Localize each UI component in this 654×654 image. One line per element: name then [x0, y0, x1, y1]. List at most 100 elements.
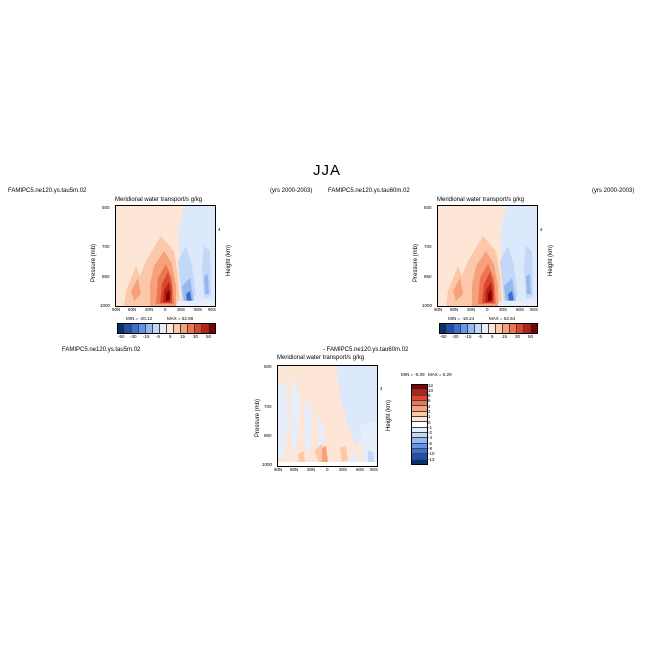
- panel-diff-y-tick-700: 700: [264, 404, 272, 409]
- panel-left-colorbar-swatch: [209, 324, 215, 333]
- panel-right-x-tick-30s: 30S: [499, 307, 508, 312]
- panel-diff-colorbar-swatch: [412, 395, 427, 401]
- panel-right-colorbar-swatch: [524, 324, 531, 333]
- panel-left-colorbar-swatch: [146, 324, 153, 333]
- panel-right-colorbar-swatch: [496, 324, 503, 333]
- panel-diff-x-tick-30s: 30S: [339, 467, 348, 472]
- panel-diff-y-tick-850: 850: [264, 433, 272, 438]
- panel-left-colorbar: [117, 323, 216, 334]
- panel-diff-colorbar-label: 0: [428, 420, 431, 425]
- panel-left-colorbar-swatch: [202, 324, 209, 333]
- panel-right-colorbar-swatch: [517, 324, 524, 333]
- panel-diff-max-label: MAX = 6.29: [428, 372, 452, 377]
- panel-left-y2-axis-label: Height (km): [226, 244, 232, 276]
- panel-right-colorbar-swatch: [510, 324, 517, 333]
- panel-left-colorbar-swatch: [125, 324, 132, 333]
- panel-left-colorbar-label: -30: [130, 334, 137, 339]
- panel-left-colorbar-swatch: [167, 324, 174, 333]
- panel-diff-y-tick-1000: 1000: [262, 462, 273, 467]
- panel-left-colorbar-swatch: [181, 324, 188, 333]
- panel-right-colorbar-swatch: [531, 324, 537, 333]
- panel-right-x-tick-60s: 60S: [516, 307, 525, 312]
- panel-right-y-tick-850: 850: [424, 274, 432, 279]
- panel-diff-colorbar-swatch: [412, 448, 427, 455]
- panel-right-x-tick-90n: 90N: [434, 307, 443, 312]
- panel-right-x-tick-30n: 30N: [467, 307, 476, 312]
- panel-diff-colorbar-label: -4: [428, 435, 433, 440]
- panel-right-colorbar-label: 15: [502, 334, 508, 339]
- panel-diff-y2-tick-4: 4: [380, 386, 383, 391]
- panel-right-colorbar-label: 5: [491, 334, 494, 339]
- panel-diff-colorbar-swatch: [412, 385, 427, 391]
- panel-diff-colorbar-swatch: [412, 416, 427, 423]
- panel-diff-colorbar-label: 2: [428, 409, 431, 414]
- panel-right-variable-label: Meridional water transport/s g/kg: [437, 197, 525, 203]
- panel-left-colorbar-swatch: [118, 324, 125, 333]
- panel-right-colorbar-swatch: [440, 324, 447, 333]
- panel-diff-colorbar-label: 10: [428, 388, 434, 393]
- panel-diff-colorbar-swatch: [412, 422, 427, 428]
- panel-left-y-tick-850: 850: [102, 274, 110, 279]
- panel-left-y2-tick-4: 4: [218, 227, 221, 232]
- panel-diff-colorbar-label: -10: [428, 451, 435, 456]
- panel-diff-contour-field: [278, 366, 377, 466]
- panel-left-y-tick-700: 700: [102, 244, 110, 249]
- panel-diff-colorbar-swatch: [412, 438, 427, 444]
- panel-right-colorbar-label: -15: [465, 334, 472, 339]
- panel-right-plot-area: [437, 205, 538, 307]
- figure-title: JJA: [312, 162, 341, 179]
- panel-right-colorbar-swatch: [454, 324, 461, 333]
- panel-diff-colorbar-swatch: [412, 443, 427, 449]
- panel-left-colorbar-label: -50: [118, 334, 125, 339]
- panel-left-y-tick-500: 500: [102, 205, 110, 210]
- panel-right-case-label: FAMIPC5.ne120.ys.tau60m.02: [328, 188, 410, 194]
- panel-diff-colorbar-label: 1: [428, 414, 431, 419]
- panel-right-colorbar-swatch: [482, 324, 489, 333]
- panel-left-colorbar-swatch: [153, 324, 160, 333]
- panel-diff-colorbar-label: 8: [428, 393, 431, 398]
- panel-left-contour-field: [116, 206, 215, 306]
- panel-right-x-tick-60n: 60N: [450, 307, 459, 312]
- panel-right-years-label: (yrs 2000-2003): [592, 188, 635, 194]
- panel-left-colorbar-label: 30: [193, 334, 199, 339]
- panel-right-colorbar-swatch: [489, 324, 496, 333]
- panel-diff-case-label: FAMIPC5.ne120.ys.tau5m.02: [62, 347, 141, 353]
- panel-diff-colorbar-swatch: [412, 454, 427, 460]
- panel-right-colorbar-swatch: [503, 324, 510, 333]
- panel-left-colorbar-label: 5: [169, 334, 172, 339]
- panel-diff-x-tick-60s: 60S: [356, 467, 365, 472]
- panel-diff-colorbar-swatch: [412, 406, 427, 412]
- panel-diff-colorbar-label: -6: [428, 441, 433, 446]
- panel-right-min-label: MIN = -19.24: [448, 316, 475, 321]
- panel-diff-colorbar-swatch: [412, 459, 427, 464]
- panel-left-min-label: MIN = -20.12: [126, 316, 153, 321]
- panel-left-colorbar-swatch: [132, 324, 139, 333]
- panel-left-max-label: MAX = 52.98: [167, 316, 194, 321]
- panel-diff-y-tick-500: 500: [264, 364, 272, 369]
- panel-diff-colorbar-label: 4: [428, 404, 431, 409]
- panel-right-colorbar-label: -5: [478, 334, 483, 339]
- panel-left-variable-label: Meridional water transport/s g/kg: [115, 197, 203, 203]
- panel-diff-colorbar-label: -8: [428, 446, 433, 451]
- panel-right-colorbar-label: 50: [528, 334, 534, 339]
- panel-left-x-tick-0: 0: [164, 307, 167, 312]
- panel-diff-colorbar-label: -1: [428, 425, 433, 430]
- panel-left-x-tick-30n: 30N: [145, 307, 154, 312]
- panel-left-case-label: FAMIPC5.ne120.ys.tau5m.02: [8, 188, 87, 194]
- panel-diff-colorbar-swatch: [412, 432, 427, 439]
- panel-diff-colorbar-swatch: [412, 390, 427, 396]
- panel-diff-plot-area: [277, 365, 378, 467]
- panel-diff-colorbar-swatch: [412, 411, 427, 417]
- panel-diff-minus-case-label: - FAMIPC5.ne120.ys.tau60m.02: [323, 347, 409, 353]
- panel-left-colorbar-label: 15: [180, 334, 186, 339]
- panel-right-y2-axis-label: Height (km): [548, 244, 554, 276]
- panel-left-years-label: (yrs 2000-2003): [270, 188, 313, 194]
- panel-left-x-tick-90n: 90N: [112, 307, 121, 312]
- panel-left-colorbar-label: 50: [206, 334, 212, 339]
- panel-diff-y2-axis-label: Height (km): [386, 399, 392, 431]
- panel-left-x-tick-90s: 90S: [208, 307, 217, 312]
- panel-left-colorbar-label: -5: [156, 334, 161, 339]
- panel-right-colorbar: [439, 323, 538, 334]
- panel-diff-x-tick-90s: 90S: [370, 467, 379, 472]
- panel-right-colorbar-swatch: [461, 324, 468, 333]
